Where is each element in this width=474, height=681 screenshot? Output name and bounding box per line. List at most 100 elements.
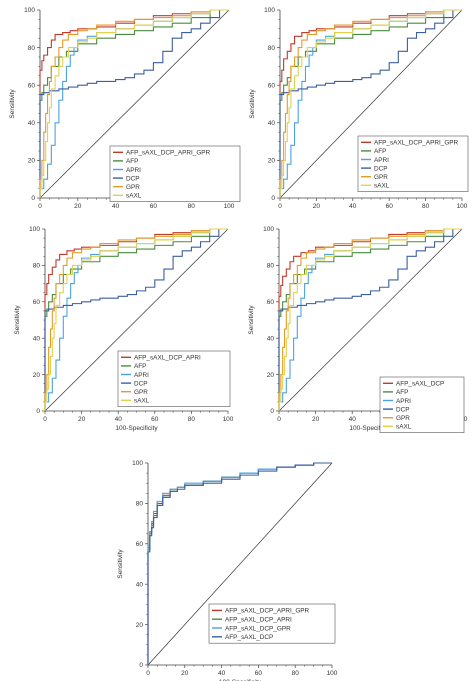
roc-curve-dcp	[279, 9, 462, 198]
roc-curve-saxl	[279, 9, 462, 198]
roc-panel-top-left: 0 20 40 60 80 100 0 20 40 60 80 100 Sensitivity AFP_s…	[9, 7, 241, 210]
y-tick-label: 0	[271, 195, 275, 202]
legend-box	[117, 350, 231, 407]
legend-label: AFP_sAXL_DCP_APRI	[134, 355, 201, 362]
roc-curve-afp-saxl-dcp	[278, 228, 462, 411]
legend-label: sAXL	[374, 183, 390, 190]
roc-curve-dcp	[278, 228, 462, 411]
y-tick-label: 40	[33, 335, 41, 342]
roc-curve-afp-saxl-dcp-apri-gpr	[39, 9, 229, 198]
roc-panel-bottom-center: 0 20 40 60 80 100 0 20 40 60 80 100 Sensitivity 100-S…	[117, 460, 338, 681]
roc-curve-dcp	[44, 228, 228, 411]
y-tick-label: 100	[24, 7, 35, 14]
legend-label: GPR	[134, 389, 148, 396]
x-tick-label: 100	[457, 203, 468, 210]
y-tick-label: 20	[267, 372, 275, 379]
x-tick-label: 60	[150, 203, 158, 210]
reference-diagonal	[279, 9, 463, 199]
x-tick-label: 40	[218, 670, 226, 677]
legend-label: APRI	[396, 398, 411, 405]
roc-curve-afp-saxl-dcp	[147, 462, 332, 665]
legend-label: AFP_sAXL_DCP_APRI_GPR	[126, 150, 211, 157]
legend-label: AFP_sAXL_DCP_GPR	[225, 625, 291, 632]
y-tick-label: 80	[268, 45, 276, 52]
x-tick-label: 80	[422, 203, 430, 210]
reference-diagonal	[147, 462, 333, 666]
legend-label: APRI	[126, 167, 141, 174]
x-tick-label: 0	[146, 670, 150, 677]
legend-label: DCP	[134, 380, 148, 387]
legend-label: sAXL	[396, 424, 412, 431]
legend-box	[109, 145, 241, 202]
y-axis-label: Sensitivity	[248, 305, 255, 335]
roc-curve-dcp	[39, 9, 229, 198]
x-tick-label: 20	[78, 416, 86, 423]
x-axis-label: 100-Specificity	[115, 425, 158, 432]
y-tick-label: 40	[268, 120, 276, 127]
x-tick-label: 40	[349, 203, 357, 210]
legend-label: DCP	[396, 406, 410, 413]
y-tick-label: 40	[136, 581, 144, 588]
roc-curve-afp-saxl-dcp-apri	[44, 228, 228, 411]
reference-diagonal	[44, 228, 229, 412]
y-tick-label: 100	[132, 460, 143, 467]
y-tick-label: 80	[28, 45, 36, 52]
y-tick-label: 20	[33, 372, 41, 379]
x-tick-label: 20	[74, 203, 82, 210]
x-tick-label: 40	[349, 416, 357, 423]
roc-curve-gpr	[39, 9, 229, 198]
x-tick-label: 0	[38, 203, 42, 210]
roc-panel-middle-left: 0 20 40 60 80 100 0 20 40 60 80 100 Sensitivity 100-S…	[14, 226, 234, 432]
x-tick-label: 20	[313, 203, 321, 210]
legend-label: APRI	[134, 372, 149, 379]
x-tick-label: 40	[112, 203, 120, 210]
y-tick-label: 0	[31, 195, 35, 202]
legend-label: AFP_sAXL_DCP_APRI_GPR	[374, 140, 459, 147]
y-tick-label: 0	[270, 408, 274, 415]
y-tick-label: 60	[267, 299, 275, 306]
legend-label: sAXL	[134, 398, 150, 405]
reference-diagonal	[39, 9, 230, 199]
x-tick-label: 20	[181, 670, 189, 677]
y-axis-label: Sensitivity	[14, 305, 21, 335]
x-tick-label: 60	[255, 670, 263, 677]
y-axis-label: Sensitivity	[117, 549, 124, 579]
roc-panel-middle-right: 020406080100020406080100Sensitivity100-S…	[248, 226, 468, 433]
roc-curve-saxl	[44, 228, 228, 411]
y-tick-label: 20	[268, 158, 276, 165]
x-tick-label: 20	[312, 416, 320, 423]
y-axis-label: Sensitivity	[9, 89, 16, 119]
legend-box	[357, 135, 469, 192]
roc-curve-gpr	[44, 228, 228, 411]
legend-label: APRI	[374, 157, 389, 164]
y-tick-label: 80	[136, 501, 144, 508]
legend-box	[379, 376, 465, 433]
x-tick-label: 40	[115, 416, 123, 423]
y-tick-label: 40	[28, 120, 36, 127]
legend-label: AFP	[374, 148, 386, 155]
x-tick-label: 60	[151, 416, 159, 423]
x-axis-label: 100-Specificity	[219, 679, 262, 681]
legend-label: AFP_sAXL_DCP_APRI_GPR	[225, 608, 310, 615]
legend-label: sAXL	[126, 193, 142, 200]
y-tick-label: 80	[33, 263, 41, 270]
x-tick-label: 0	[278, 203, 282, 210]
y-tick-label: 100	[264, 7, 275, 14]
y-tick-label: 40	[267, 335, 275, 342]
y-tick-label: 60	[136, 541, 144, 548]
y-tick-label: 60	[28, 82, 36, 89]
legend-label: AFP_sAXL_DCP	[225, 634, 273, 641]
roc-curve-afp-saxl-dcp-apri-gpr	[279, 9, 462, 198]
x-tick-label: 0	[277, 416, 281, 423]
roc-curve-gpr	[279, 9, 462, 198]
y-tick-label: 100	[29, 226, 40, 233]
legend-label: GPR	[374, 174, 388, 181]
y-tick-label: 0	[36, 408, 40, 415]
legend-box	[208, 603, 336, 644]
x-tick-label: 100	[224, 203, 235, 210]
roc-curve-gpr	[278, 228, 462, 411]
x-tick-label: 80	[188, 416, 196, 423]
y-tick-label: 60	[33, 299, 41, 306]
x-tick-label: 100	[223, 416, 234, 423]
y-tick-label: 0	[139, 662, 143, 669]
